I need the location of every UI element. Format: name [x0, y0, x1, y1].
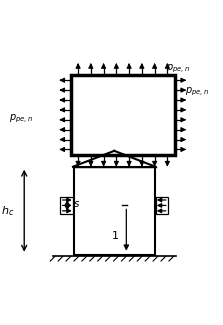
- Text: $p_{pe,n}$: $p_{pe,n}$: [166, 62, 190, 75]
- Text: $p_{pe,n}$: $p_{pe,n}$: [185, 86, 209, 98]
- Bar: [74, 167, 155, 255]
- Text: $p_{pe,n}$: $p_{pe,n}$: [9, 113, 33, 125]
- Bar: [156, 197, 168, 214]
- Bar: [71, 74, 175, 155]
- Bar: [60, 197, 73, 214]
- Text: $1$: $1$: [111, 229, 119, 241]
- Text: $h_c$: $h_c$: [2, 204, 15, 218]
- Text: $s$: $s$: [72, 199, 80, 209]
